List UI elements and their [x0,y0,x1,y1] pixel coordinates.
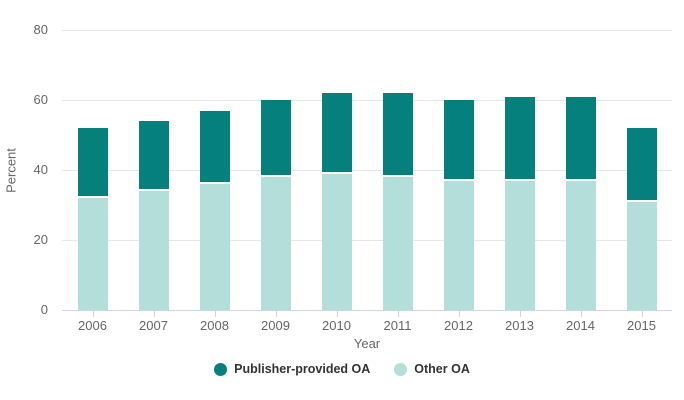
bar-segment-publisher-provided-oa-2011[interactable] [382,93,413,177]
y-tick-label-20: 20 [33,232,48,247]
bar-2010 [321,30,352,310]
bar-segment-publisher-provided-oa-2008[interactable] [199,110,230,184]
bar-segment-other-oa-2015[interactable] [626,201,657,310]
x-tick-2006 [92,311,94,317]
bar-2007 [138,30,169,310]
bar-segment-publisher-provided-oa-2015[interactable] [626,128,657,202]
x-tick-2011 [397,311,399,317]
bar-segment-publisher-provided-oa-2007[interactable] [138,121,169,191]
x-tick-2012 [458,311,460,317]
y-tick-label-40: 40 [33,162,48,177]
bar-segment-other-oa-2007[interactable] [138,191,169,310]
x-cat-label-2013: 2013 [505,318,534,333]
x-cat-label-2015: 2015 [627,318,656,333]
x-tick-2014 [580,311,582,317]
x-cat-label-2006: 2006 [78,318,107,333]
bar-2014 [565,30,596,310]
bar-segment-publisher-provided-oa-2013[interactable] [504,96,535,181]
bar-segment-publisher-provided-oa-2006[interactable] [77,128,108,198]
x-tick-2009 [275,311,277,317]
gridline-y-80 [62,30,672,31]
x-tick-2013 [519,311,521,317]
legend-item-publisher-provided-oa[interactable]: Publisher-provided OA [214,362,370,376]
bar-segment-publisher-provided-oa-2009[interactable] [260,100,291,177]
bar-2008 [199,30,230,310]
x-cat-label-2011: 2011 [383,318,412,333]
bar-segment-publisher-provided-oa-2010[interactable] [321,93,352,174]
x-cat-label-2010: 2010 [322,318,351,333]
bar-2011 [382,30,413,310]
bar-segment-other-oa-2011[interactable] [382,177,413,310]
x-tick-2007 [153,311,155,317]
gridline-y-40 [62,170,672,171]
gridline-y-20 [62,240,672,241]
x-tick-2015 [641,311,643,317]
y-tick-label-60: 60 [33,92,48,107]
plot-area [62,30,672,310]
legend-marker-publisher-provided-oa-icon [214,362,228,376]
legend-label: Publisher-provided OA [234,362,371,376]
x-tick-2008 [214,311,216,317]
legend-label: Other OA [414,362,470,376]
bar-segment-publisher-provided-oa-2012[interactable] [443,100,474,181]
x-tick-2010 [336,311,338,317]
bar-segment-publisher-provided-oa-2014[interactable] [565,96,596,181]
x-axis-line [62,310,672,311]
bar-2013 [504,30,535,310]
x-cat-label-2009: 2009 [261,318,290,333]
y-tick-label-80: 80 [33,22,48,37]
x-axis-title: Year [353,336,381,351]
x-cat-label-2008: 2008 [200,318,229,333]
bar-2009 [260,30,291,310]
bar-segment-other-oa-2009[interactable] [260,177,291,310]
bar-2015 [626,30,657,310]
bar-2012 [443,30,474,310]
y-tick-label-0: 0 [40,302,48,317]
legend-marker-other-oa-icon [394,362,408,376]
x-cat-label-2014: 2014 [566,318,595,333]
gridline-y-60 [62,100,672,101]
bar-segment-other-oa-2006[interactable] [77,198,108,310]
x-cat-label-2012: 2012 [444,318,473,333]
legend: Publisher-provided OA Other OA [0,362,684,376]
x-cat-label-2007: 2007 [139,318,168,333]
bar-segment-other-oa-2008[interactable] [199,184,230,310]
bar-segment-other-oa-2012[interactable] [443,180,474,310]
bar-2006 [77,30,108,310]
legend-item-other-oa[interactable]: Other OA [394,362,470,376]
bar-segment-other-oa-2014[interactable] [565,180,596,310]
bar-segment-other-oa-2010[interactable] [321,173,352,310]
bar-segment-other-oa-2013[interactable] [504,180,535,310]
